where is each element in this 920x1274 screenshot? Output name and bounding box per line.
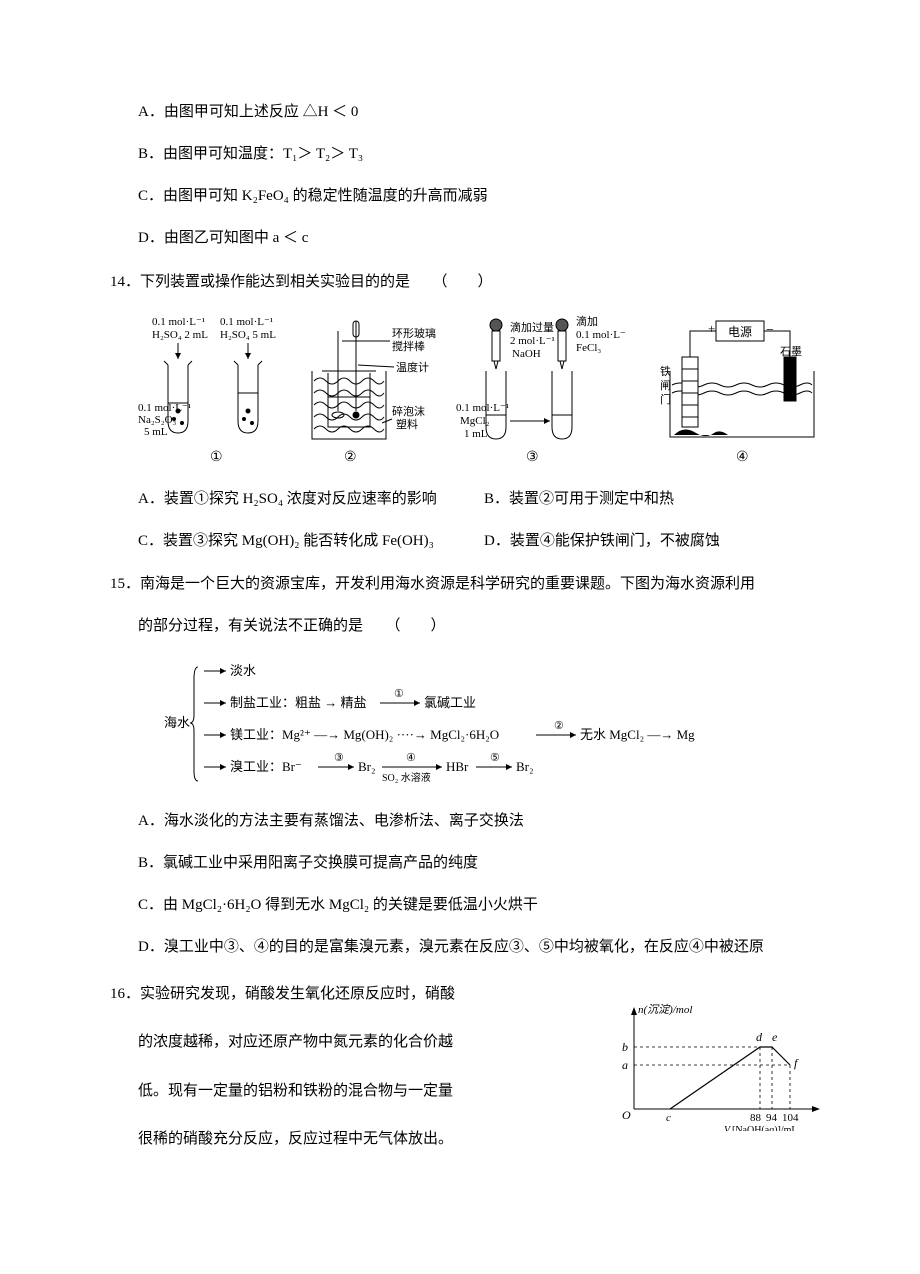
svg-text:淡水: 淡水 <box>230 663 256 678</box>
svg-text:0.1 mol·L⁻¹: 0.1 mol·L⁻¹ <box>456 402 509 414</box>
q16-chart: n(沉淀)/mol b a O <box>610 1001 830 1136</box>
svg-text:104: 104 <box>782 1112 799 1124</box>
svg-text:a: a <box>622 1058 628 1072</box>
q16-line-3: 低。现有一定量的铝粉和铁粉的混合物与一定量 <box>110 1074 600 1109</box>
svg-text:无水 MgCl₂ —→ Mg: 无水 MgCl₂ —→ Mg <box>580 727 695 742</box>
option-c: C．由图甲可知 K₂FeO₄ 的稳定性随温度的升高而减弱 <box>138 184 830 208</box>
q15-stem-2: 的部分过程，有关说法不正确的是 （ ） <box>110 612 830 641</box>
q15-option-b: B．氯碱工业中采用阳离子交换膜可提高产品的纯度 <box>138 851 830 875</box>
option-a: A．由图甲可知上述反应 △H ＜ 0 <box>138 100 830 124</box>
svg-text:HBr: HBr <box>446 759 469 774</box>
svg-text:Br₂: Br₂ <box>358 759 376 774</box>
diagram-4: 电源 + − <box>630 311 820 471</box>
svg-text:94: 94 <box>766 1112 778 1124</box>
diagram-2: 环形玻璃 搅拌棒 温度计 碎泡沫 塑料 ② <box>292 311 452 471</box>
svg-text:SO₂ 水溶液: SO₂ 水溶液 <box>382 771 431 784</box>
q16-line-2: 的浓度越稀，对应还原产物中氮元素的化合价越 <box>110 1025 600 1060</box>
svg-text:88: 88 <box>750 1112 762 1124</box>
svg-text:制盐工业：粗盐 → 精盐: 制盐工业：粗盐 → 精盐 <box>230 695 367 710</box>
svg-text:b: b <box>622 1040 628 1054</box>
q15-stem-1: 15．南海是一个巨大的资源宝库，开发利用海水资源是科学研究的重要课题。下图为海水… <box>110 570 830 599</box>
q14-option-a: A．装置①探究 H₂SO₄ 浓度对反应速率的影响 <box>138 485 484 514</box>
option-b: B．由图甲可知温度：T₁＞ T₂＞ T₃ <box>138 142 830 166</box>
svg-text:⑤: ⑤ <box>490 752 500 764</box>
svg-text:搅拌棒: 搅拌棒 <box>392 339 425 353</box>
svg-text:④: ④ <box>406 752 416 764</box>
d1-top-right-1: 0.1 mol·L⁻¹ <box>220 316 273 328</box>
svg-text:c: c <box>666 1112 671 1124</box>
svg-text:石墨: 石墨 <box>780 345 802 358</box>
svg-text:滴加: 滴加 <box>576 314 598 328</box>
svg-text:5 mL: 5 mL <box>144 426 168 438</box>
d2-num: ② <box>344 450 357 465</box>
q15-option-d: D．溴工业中③、④的目的是富集溴元素，溴元素在反应③、⑤中均被氧化，在反应④中被… <box>138 935 830 959</box>
svg-text:+: + <box>708 321 715 336</box>
q15-option-a: A．海水淡化的方法主要有蒸馏法、电渗析法、离子交换法 <box>138 809 830 833</box>
svg-text:镁工业：Mg²⁺ —→ Mg(OH)₂ ····→ MgCl: 镁工业：Mg²⁺ —→ Mg(OH)₂ ····→ MgCl₂·6H₂O <box>230 727 499 742</box>
q14-stem: 14．下列装置或操作能达到相关实验目的的是 （ ） <box>110 268 830 297</box>
svg-text:海水: 海水 <box>164 715 190 730</box>
svg-text:门: 门 <box>660 392 671 406</box>
q15-flow: 海水 淡水 制盐工业：粗盐 → 精盐 ① 氯碱工业 镁工业：Mg²⁺ —→ Mg… <box>164 655 830 793</box>
diagram-3: 滴加过量 2 mol·L⁻¹ NaOH 滴加 0.1 mol·L⁻¹ FeCl₃… <box>456 311 626 471</box>
svg-text:FeCl₃: FeCl₃ <box>576 342 601 354</box>
svg-text:溴工业：Br⁻: 溴工业：Br⁻ <box>230 759 302 774</box>
svg-text:③: ③ <box>334 752 344 764</box>
svg-text:电源: 电源 <box>728 325 752 339</box>
svg-text:1 mL: 1 mL <box>464 428 488 440</box>
svg-text:闸: 闸 <box>660 379 671 392</box>
svg-text:NaOH: NaOH <box>512 348 541 360</box>
d1-top-left-2: H₂SO₄ 2 mL <box>152 329 208 341</box>
svg-text:2 mol·L⁻¹: 2 mol·L⁻¹ <box>510 335 555 347</box>
svg-text:0.1 mol·L⁻¹: 0.1 mol·L⁻¹ <box>576 329 626 341</box>
q15-option-c: C．由 MgCl₂·6H₂O 得到无水 MgCl₂ 的关键是要低温小火烘干 <box>138 893 830 917</box>
q14-option-c: C．装置③探究 Mg(OH)₂ 能否转化成 Fe(OH)₃ <box>138 527 484 556</box>
svg-text:n(沉淀)/mol: n(沉淀)/mol <box>638 1003 692 1016</box>
d1-top-left-1: 0.1 mol·L⁻¹ <box>152 316 205 328</box>
q16-line-1: 16．实验研究发现，硝酸发生氧化还原反应时，硝酸 <box>110 977 600 1012</box>
d1-num: ① <box>210 450 223 465</box>
q16-line-4: 很稀的硝酸充分反应，反应过程中无气体放出。 <box>110 1122 600 1157</box>
d1-top-right-2: H₂SO₄ 5 mL <box>220 329 276 341</box>
diagram-1: 0.1 mol·L⁻¹ H₂SO₄ 2 mL 0.1 mol·L⁻¹ H₂SO₄… <box>138 311 288 471</box>
svg-text:0.1 mol·L⁻¹: 0.1 mol·L⁻¹ <box>138 402 191 414</box>
svg-text:V: V <box>724 1125 732 1131</box>
svg-text:塑料: 塑料 <box>396 417 418 431</box>
svg-text:MgCl₂: MgCl₂ <box>460 415 490 427</box>
q14-option-b: B．装置②可用于测定中和热 <box>484 485 830 514</box>
svg-text:e: e <box>772 1030 778 1044</box>
svg-text:[NaOH(aq)]/mL: [NaOH(aq)]/mL <box>732 1125 798 1131</box>
q14-diagrams: 0.1 mol·L⁻¹ H₂SO₄ 2 mL 0.1 mol·L⁻¹ H₂SO₄… <box>138 311 820 471</box>
svg-text:O: O <box>622 1108 631 1122</box>
svg-text:②: ② <box>554 720 564 732</box>
q14-option-d: D．装置④能保护铁闸门，不被腐蚀 <box>484 527 830 556</box>
svg-text:Br₂: Br₂ <box>516 759 534 774</box>
svg-text:①: ① <box>394 688 404 700</box>
option-d: D．由图乙可知图中 a ＜ c <box>138 226 830 250</box>
d3-num: ③ <box>526 450 539 465</box>
svg-text:温度计: 温度计 <box>396 360 429 374</box>
svg-text:d: d <box>756 1030 763 1044</box>
svg-text:环形玻璃: 环形玻璃 <box>392 326 436 340</box>
svg-text:碎泡沫: 碎泡沫 <box>392 404 425 418</box>
d4-num: ④ <box>736 450 749 465</box>
svg-text:f: f <box>794 1056 799 1070</box>
svg-text:铁: 铁 <box>660 365 671 378</box>
svg-text:氯碱工业: 氯碱工业 <box>424 695 476 710</box>
svg-text:滴加过量: 滴加过量 <box>510 320 554 334</box>
svg-text:Na₂S₂O₃: Na₂S₂O₃ <box>138 414 177 426</box>
